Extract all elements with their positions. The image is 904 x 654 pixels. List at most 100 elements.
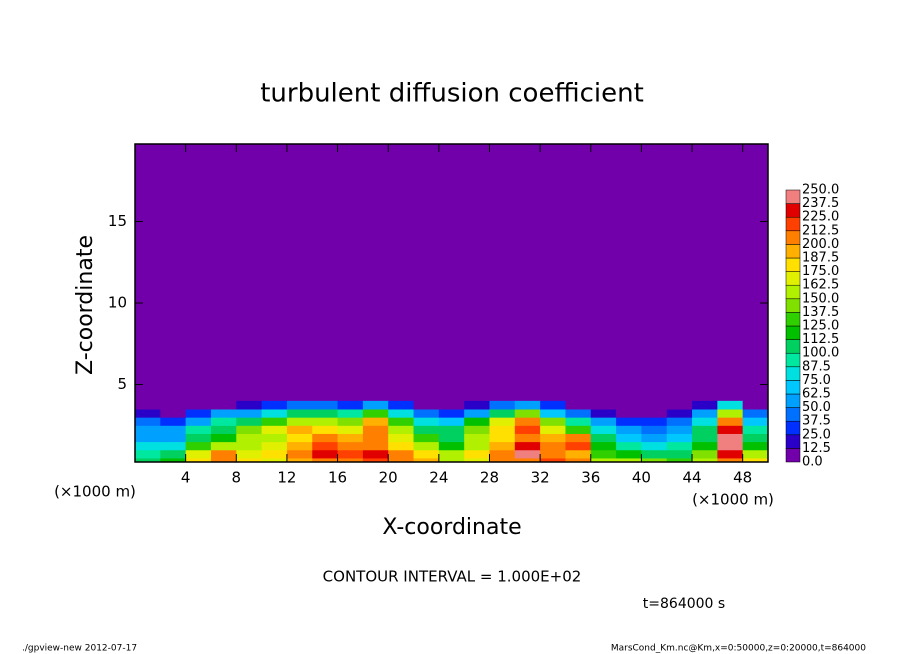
colorbar-swatch — [785, 203, 801, 218]
field-cell — [438, 417, 465, 426]
field-cell — [717, 425, 744, 434]
field-cell — [717, 409, 744, 418]
field-cell — [692, 449, 718, 459]
field-cell — [590, 400, 617, 410]
field-cell — [236, 457, 263, 463]
colorbar-swatch — [785, 312, 801, 327]
field-cell — [388, 449, 415, 459]
colorbar-label: 250.0 — [802, 183, 839, 198]
field-cell — [742, 433, 769, 443]
field-cell — [692, 457, 718, 463]
field-cell — [717, 400, 744, 410]
colorbar-swatch — [785, 407, 801, 422]
field-cell — [742, 449, 769, 459]
field-cell — [312, 441, 339, 451]
time-label: t=864000 s — [643, 596, 725, 612]
field-cell — [160, 409, 187, 418]
contour-note: CONTOUR INTERVAL = 1.000E+02 — [323, 568, 582, 586]
field-cell — [616, 441, 642, 451]
field-cell — [540, 409, 566, 418]
field-cell — [464, 441, 490, 451]
field-cell — [135, 409, 161, 418]
field-cell — [666, 441, 693, 451]
field-cell — [160, 457, 187, 463]
colorbar-swatch — [785, 366, 801, 381]
field-cell — [135, 433, 161, 443]
field-cell — [185, 425, 212, 434]
field-cell — [362, 457, 389, 463]
field-cell — [388, 400, 415, 410]
field-cell — [312, 409, 339, 418]
field-cell — [641, 449, 668, 459]
field-cell — [413, 400, 440, 410]
field-cell — [362, 417, 389, 426]
colorbar-label: 87.5 — [802, 359, 831, 374]
field-cell — [641, 457, 668, 463]
colorbar-swatch — [785, 284, 801, 300]
field-cell — [692, 409, 718, 418]
footer: MarsCond_Km.nc@Km,x=0:50000,z=0:20000,t=… — [611, 644, 866, 654]
field-cell — [641, 417, 668, 426]
field-cell — [236, 400, 263, 410]
field-cell — [286, 400, 313, 410]
x-tick-label: 44 — [682, 469, 701, 487]
field-cell — [185, 400, 212, 410]
field-cell — [742, 417, 769, 426]
field-cell — [337, 409, 364, 418]
field-cell — [362, 433, 389, 443]
field-cell — [337, 400, 364, 410]
field-cell — [160, 417, 187, 426]
field-cell — [590, 425, 617, 434]
field-cell — [286, 441, 313, 451]
field-cell — [489, 441, 516, 451]
field-cell — [717, 457, 744, 463]
field-cell — [489, 457, 516, 463]
field-cell — [540, 400, 566, 410]
colorbar-label: 150.0 — [802, 291, 839, 306]
field-cell — [362, 449, 389, 459]
field-cell — [464, 433, 490, 443]
field-cell — [388, 441, 415, 451]
field-cell — [160, 449, 187, 459]
field-cell — [135, 400, 161, 410]
field-cell — [514, 400, 541, 410]
field-cell — [489, 409, 516, 418]
field-cell — [742, 425, 769, 434]
x-tick-label: 16 — [328, 469, 347, 487]
field-cell — [286, 457, 313, 463]
colorbar-label: 237.5 — [802, 196, 839, 211]
field-cell — [413, 417, 440, 426]
field-cell — [236, 441, 263, 451]
field-cell — [641, 425, 668, 434]
field-cell — [590, 457, 617, 463]
field-cell — [540, 433, 566, 443]
field-cell — [616, 425, 642, 434]
colorbar-swatch — [785, 230, 801, 245]
field-cell — [666, 457, 693, 463]
field-cell — [540, 441, 566, 451]
colorbar-label: 37.5 — [802, 414, 831, 429]
field-cell — [160, 400, 187, 410]
colorbar-swatch — [785, 216, 801, 232]
field-cell — [388, 417, 415, 426]
field-cell — [742, 400, 769, 410]
field-cell — [135, 417, 161, 426]
colorbar-swatch — [785, 420, 801, 436]
field-cell — [210, 457, 237, 463]
field-cell — [489, 433, 516, 443]
field-cell — [565, 441, 592, 451]
field-cell — [312, 449, 339, 459]
field-cell — [565, 433, 592, 443]
x-tick-label: 32 — [531, 469, 550, 487]
field-cell — [565, 400, 592, 410]
field-cell — [413, 457, 440, 463]
field-cell — [666, 433, 693, 443]
field-cell — [565, 425, 592, 434]
field-cell — [236, 417, 263, 426]
colorbar-swatch — [785, 434, 801, 449]
colorbar-swatch — [785, 189, 801, 204]
colorbar-swatch — [785, 393, 801, 408]
field-cell — [413, 409, 440, 418]
field-cell — [185, 417, 212, 426]
